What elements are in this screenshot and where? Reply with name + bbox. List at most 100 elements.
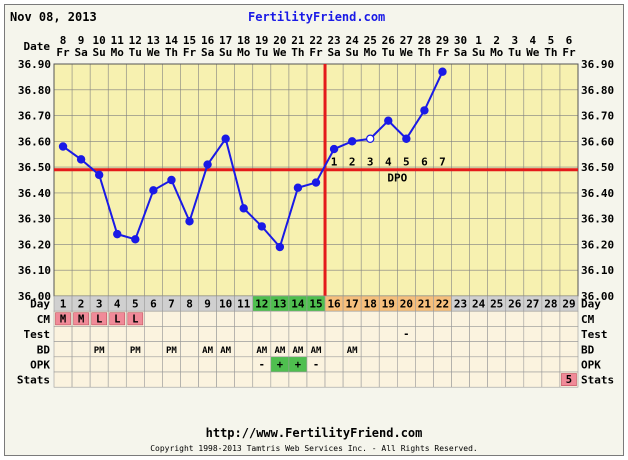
x-tick-date: 18 [237,34,250,47]
table-cell [71,356,91,373]
temperature-point [76,155,86,164]
table-cell [198,310,217,327]
table-cell [306,371,326,388]
cm-badge [127,312,144,326]
x-tick-date: 26 [382,34,396,47]
table-cell [360,310,380,327]
x-tick-weekday: Tu [508,46,521,59]
table-cell [180,310,199,327]
table-cell [144,356,163,373]
table-cell [433,326,452,342]
cycle-day-number: 16 [327,298,341,311]
table-cell [397,341,416,358]
x-tick-weekday: Fr [436,46,450,59]
temperature-line [62,71,444,250]
table-cell [53,341,73,358]
cycle-day-number: 9 [204,298,211,311]
table-cell-value: AM [347,346,358,356]
table-cell-value: - [259,359,265,371]
cycle-day-number: 3 [96,298,103,311]
table-cell [541,326,561,342]
table-cell [559,326,579,342]
cycle-day-number: 27 [526,298,539,311]
x-tick-weekday: Su [93,46,106,59]
table-cell [378,341,398,358]
x-tick-date: 25 [364,34,377,47]
x-tick-weekday: Fr [56,46,70,59]
x-tick-date: 30 [454,34,467,47]
y-tick-label-right: 36.90 [581,58,614,71]
y-tick-label-right: 36.30 [581,213,614,226]
x-tick-date: 19 [255,34,268,47]
table-cell [71,371,91,388]
table-cell-value: AM [202,346,213,356]
dpo-number: 3 [367,156,374,169]
x-tick-date: 10 [93,34,106,47]
table-cell [288,371,308,388]
table-cell [306,310,326,327]
x-tick-date: 17 [219,34,232,47]
table-cell [162,310,181,327]
table-cell [505,356,525,373]
cycle-day-number: 29 [562,298,575,311]
table-cell-value: AM [311,346,322,356]
x-tick-date: 12 [129,34,142,47]
table-cell [162,356,181,373]
table-cell [505,310,525,327]
table-cell [234,326,254,342]
table-cell-value: M [78,313,84,325]
x-tick-date: 13 [147,34,160,47]
table-cell [107,371,127,388]
site-name[interactable]: FertilityFriend.com [248,10,386,24]
table-cell [324,356,344,373]
x-tick-weekday: Th [544,46,557,59]
cycle-day-number: 4 [114,298,121,311]
x-tick-weekday: Mo [237,46,251,59]
table-cell [180,356,199,373]
row-label-left: Test [24,328,51,341]
table-cell [487,356,507,373]
table-cell-value: + [295,359,301,371]
cycle-day-number: 2 [78,298,85,311]
table-cell [523,341,543,358]
footer-url[interactable]: http://www.FertilityFriend.com [205,426,423,440]
y-tick-label-left: 36.80 [18,84,51,97]
table-cell [360,371,380,388]
cycle-day-number: 14 [291,298,305,311]
table-cell [198,356,217,373]
table-cell [288,326,308,342]
table-cell [451,371,470,388]
x-tick-weekday: Sa [74,46,87,59]
cycle-day-number: 21 [418,298,432,311]
row-label-right: BD [581,343,595,356]
temperature-point [384,116,393,125]
y-tick-label-left: 36.40 [18,187,51,200]
y-tick-label-left: 36.00 [18,290,51,303]
x-tick-date: 8 [60,34,67,47]
row-label-left: OPK [30,359,50,372]
table-cell [415,371,434,388]
y-tick-label-left: 36.20 [18,238,51,251]
table-cell [180,371,199,388]
table-cell [360,356,380,373]
table-cell [342,356,362,373]
table-cell [505,326,525,342]
x-tick-date: 6 [566,34,573,47]
table-cell [559,341,579,358]
table-cell [216,371,235,388]
table-cell [523,310,543,327]
dpo-number: 5 [403,156,410,169]
table-cell [541,310,561,327]
table-cell [162,371,181,388]
x-tick-weekday: Su [472,46,485,59]
table-cell-value: PM [166,346,177,356]
table-cell [306,326,326,342]
table-cell-value: - [403,329,409,341]
temperature-point [167,175,176,185]
row-label-left: BD [37,343,51,356]
table-cell [324,326,344,342]
table-cell [342,310,362,327]
table-cell [125,326,145,342]
